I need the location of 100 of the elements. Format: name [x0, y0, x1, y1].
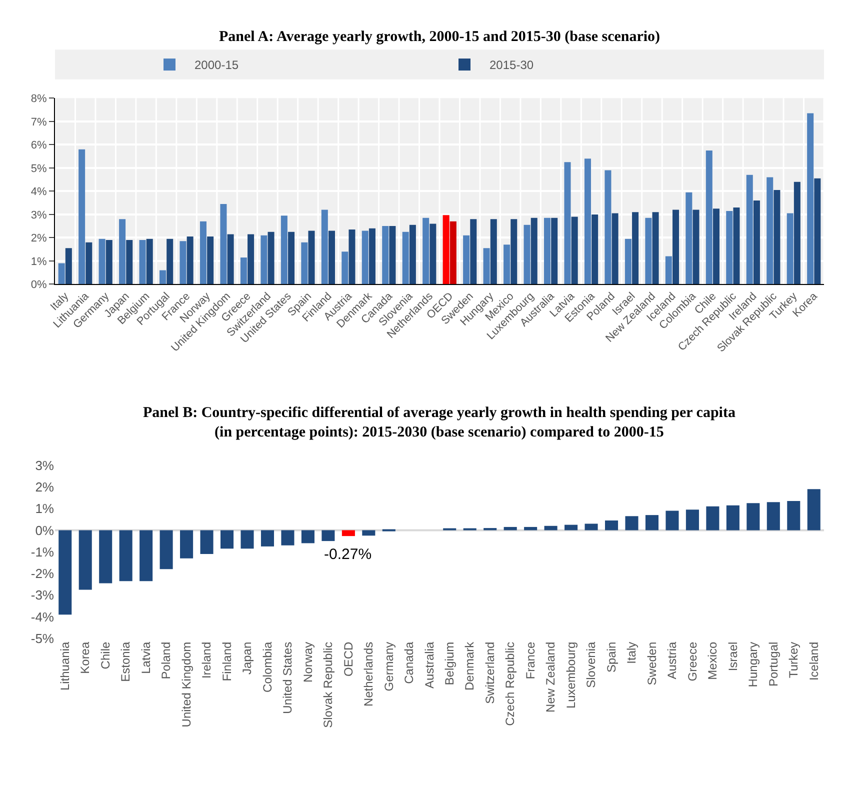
bar: [281, 530, 294, 546]
y-tick-label: 0%: [35, 522, 54, 538]
y-tick-label: 0%: [30, 279, 48, 292]
x-tick-label: Turkey: [786, 642, 801, 678]
bar: [58, 263, 65, 284]
bar: [524, 526, 538, 530]
bar: [389, 226, 396, 284]
bar: [180, 241, 186, 284]
bar: [686, 192, 692, 284]
y-tick-label: 6%: [30, 140, 48, 152]
bar: [409, 224, 416, 284]
x-tick-label: Ireland: [200, 642, 214, 679]
legend-label: 2015-30: [490, 58, 534, 72]
bar: [200, 530, 214, 554]
bar: [605, 520, 618, 530]
y-tick-label: 3%: [30, 209, 48, 222]
bar: [106, 240, 112, 284]
bar: [140, 530, 153, 582]
x-tick-label: Japan: [240, 642, 254, 675]
bar: [348, 230, 356, 284]
bar: [584, 158, 591, 284]
bar: [288, 232, 295, 284]
x-tick-label: Israel: [726, 642, 740, 672]
x-tick-label: France: [523, 642, 538, 680]
x-tick-label: United States: [280, 642, 295, 714]
y-tick-label: 7%: [30, 116, 48, 128]
bar: [442, 215, 450, 284]
bar: [368, 228, 376, 284]
y-tick-label: 1%: [30, 256, 48, 268]
bar: [564, 524, 578, 530]
bar: [220, 204, 227, 284]
y-tick-label: 2%: [35, 479, 54, 494]
x-tick-label: Chile: [98, 642, 112, 670]
bar: [624, 238, 632, 284]
bar: [166, 238, 174, 284]
bar: [584, 524, 598, 530]
y-tick-label: -2%: [30, 566, 54, 582]
bar: [160, 530, 173, 570]
bar: [248, 234, 254, 284]
bar: [328, 230, 335, 284]
y-tick-label: 1%: [35, 501, 54, 516]
bar: [280, 216, 288, 284]
y-tick-label: -5%: [30, 630, 54, 646]
bar: [268, 232, 274, 284]
bar: [746, 503, 760, 530]
bar: [666, 510, 679, 530]
bar: [146, 238, 153, 284]
bar: [774, 190, 780, 284]
bar: [119, 219, 126, 284]
bar: [807, 489, 820, 530]
bar: [362, 230, 368, 284]
bar: [260, 235, 268, 284]
bar: [592, 214, 598, 284]
bar: [450, 221, 456, 284]
bar: [139, 240, 146, 284]
bar: [544, 526, 558, 530]
bar: [692, 210, 700, 284]
chart-title: Panel B: Country-specific differential of average yearly growth in health spending per capita (in percentage points): 2015-2030 (base scenario) compared to 2000-15: [143, 405, 736, 440]
x-tick-label: Denmark: [462, 640, 477, 691]
bar: [402, 232, 409, 284]
y-tick-label: 5%: [30, 162, 48, 175]
bar: [766, 502, 780, 530]
bar: [227, 234, 234, 284]
bar: [645, 515, 658, 530]
bar: [733, 207, 740, 284]
x-tick-label: Lithuania: [58, 642, 72, 691]
y-tick-label: -1%: [30, 544, 54, 560]
bar: [86, 242, 92, 284]
x-tick-label: Greece: [685, 642, 700, 682]
bar: [706, 150, 712, 284]
x-tick-label: Poland: [159, 642, 174, 680]
x-tick-label: United Kingdom: [179, 642, 194, 728]
bar: [160, 270, 166, 284]
bar: [186, 236, 194, 284]
x-tick-label: Iceland: [806, 642, 821, 681]
bar: [240, 257, 247, 284]
bar: [78, 530, 92, 590]
x-tick-label: Korea: [78, 642, 92, 674]
bar: [712, 208, 720, 284]
x-tick-label: Slovak Republic: [321, 642, 336, 728]
bar: [308, 230, 315, 284]
bar: [99, 530, 112, 584]
bar: [766, 177, 774, 284]
x-tick-label: OECD: [341, 642, 356, 677]
x-tick-label: Switzerland: [482, 642, 497, 704]
bar: [632, 212, 639, 284]
bar: [524, 224, 530, 284]
x-tick-label: Italy: [624, 642, 639, 664]
bar: [504, 244, 510, 284]
x-tick-label: Mexico: [706, 642, 720, 680]
bar: [564, 162, 571, 284]
bar: [490, 219, 497, 284]
y-tick-label: -3%: [30, 588, 54, 603]
x-tick-label: Slovenia: [584, 642, 598, 688]
bar: [612, 213, 618, 284]
bar: [625, 516, 638, 530]
bar: [78, 149, 86, 284]
x-tick-label: Austria: [665, 642, 680, 680]
bar: [240, 530, 254, 549]
bar: [483, 248, 490, 284]
